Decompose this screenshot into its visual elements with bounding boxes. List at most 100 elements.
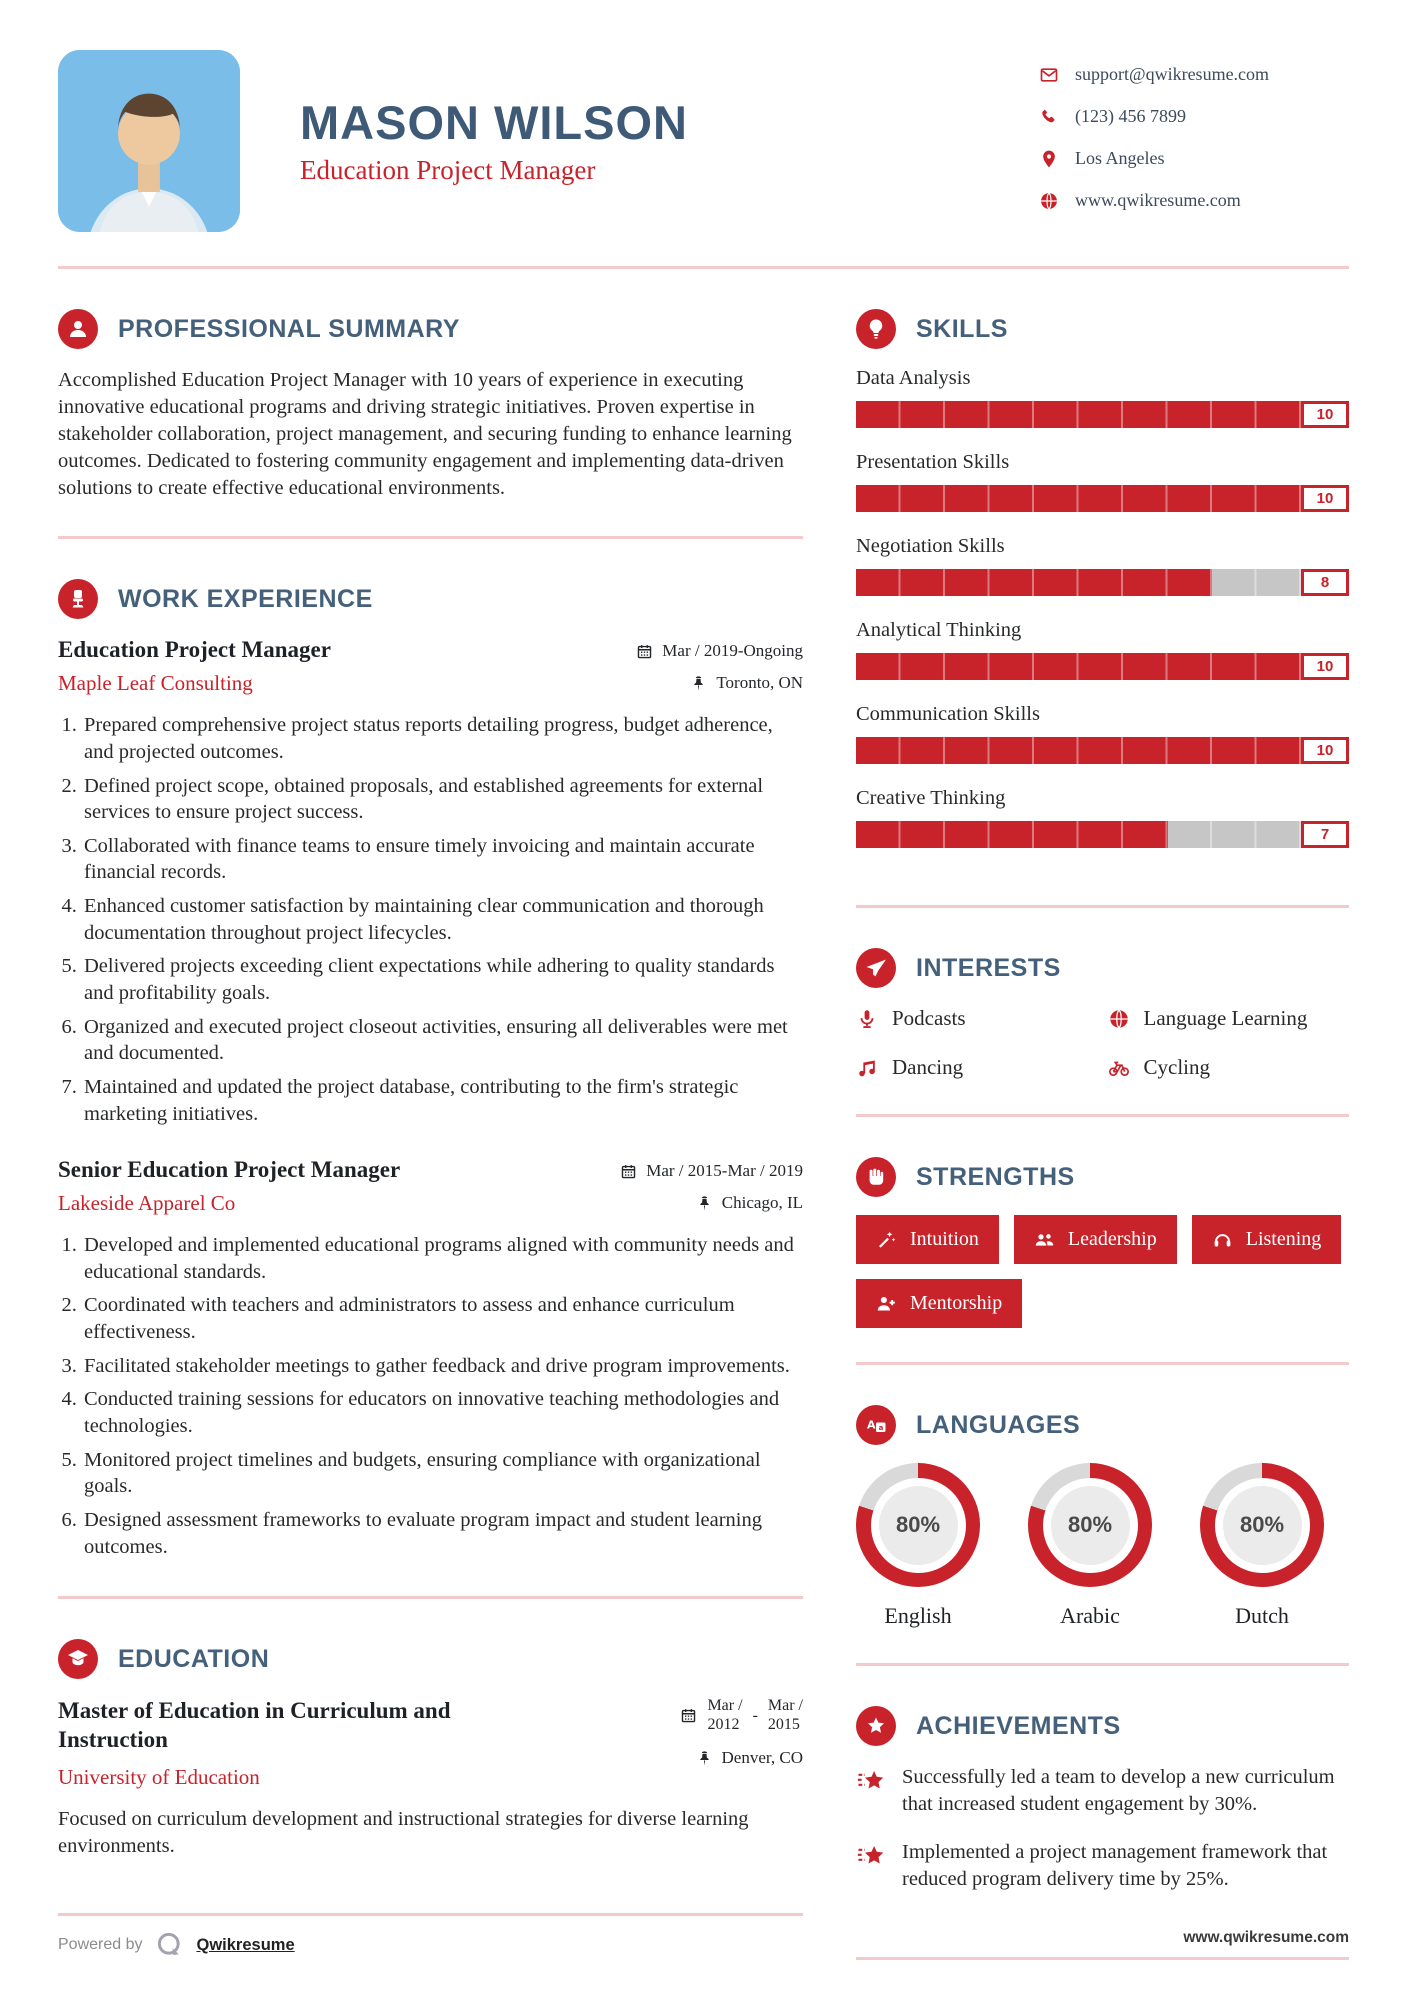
section-title: PROFESSIONAL SUMMARY [118,314,460,343]
job-title: Senior Education Project Manager [58,1157,401,1183]
strength-chip: Mentorship [856,1279,1023,1328]
svg-text:a: a [879,1424,884,1432]
language-progress-ring: 80% [1200,1463,1324,1587]
summary-text: Accomplished Education Project Manager w… [58,369,792,500]
education-location: Denver, CO [568,1748,803,1768]
calendar-icon [620,1163,637,1180]
contact-list: support@qwikresume.com (123) 456 7899 Los … [1039,50,1349,232]
strength-label: Leadership [1067,1228,1157,1250]
qwikresume-link[interactable]: Qwikresume [196,1935,295,1954]
profile-photo [58,50,240,232]
skill-item: Negotiation Skills 8 [856,535,1349,596]
content-columns: PROFESSIONAL SUMMARY Accomplished Educat… [58,269,1349,1960]
date-separator: - [752,1706,758,1724]
education-meta: Mar / 2012 - Mar / 2015 [568,1697,803,1790]
job-dates-text: Mar / 2015-Mar / 2019 [646,1161,803,1181]
section-skills: SKILLS Data Analysis 10 Presentation Skill… [856,269,1349,871]
job-dates: Mar / 2019-Ongoing [568,641,803,661]
skills-list: Data Analysis 10 Presentation Skills 10 Nego… [856,367,1349,848]
job-bullet: Developed and implemented educational pr… [82,1232,803,1285]
job-bullet: Delivered projects exceeding client expe… [82,953,803,1006]
person-icon [58,309,98,349]
interests-section-header: INTERESTS [856,948,1349,988]
education-location-text: Denver, CO [721,1748,803,1768]
contact-text: www.qwikresume.com [1075,190,1241,210]
section-title: EDUCATION [118,1644,270,1673]
job-bullet: Prepared comprehensive project status re… [82,712,803,765]
strengths-section-header: STRENGTHS [856,1157,1349,1197]
left-column: PROFESSIONAL SUMMARY Accomplished Educat… [58,269,803,1960]
shooting-star-icon [856,1766,886,1796]
contact-text: support@qwikresume.com [1075,64,1270,84]
job-bullet: Designed assessment frameworks to evalua… [82,1507,803,1560]
achievement-item: Implemented a project management framewo… [856,1839,1349,1892]
job-bullet: Organized and executed project closeout … [82,1014,803,1067]
skill-bar-fill [856,569,1212,596]
lightbulb-icon [856,309,896,349]
school-name: University of Education [58,1764,260,1789]
skill-bar: 10 [856,401,1349,428]
email-icon [1039,65,1059,85]
job-bullet: Coordinated with teachers and administra… [82,1292,803,1345]
skill-item: Presentation Skills 10 [856,451,1349,512]
strength-label: Intuition [910,1228,979,1250]
contact-row[interactable]: Los Angeles [1039,148,1349,169]
shooting-star-icon [856,1841,886,1871]
header: MASON WILSON Education Project Manager s… [58,50,1349,232]
globe-icon [1108,1008,1130,1030]
language-progress-ring: 80% [856,1463,980,1587]
job-header: Education Project Manager Maple Leaf Con… [58,637,803,696]
job-meta: Mar / 2019-Ongoing Toronto, ON [568,637,803,696]
interest-item: Dancing [856,1055,1098,1080]
strength-label: Listening [1245,1228,1322,1250]
skill-bar-fill [856,401,1301,428]
job-bullet: Enhanced customer satisfaction by mainta… [82,893,803,946]
section-education: EDUCATION Master of Education in Curricu… [58,1599,803,1860]
interest-item: Language Learning [1108,1006,1350,1031]
work-section-header: WORK EXPERIENCE [58,579,803,620]
skill-bar: 8 [856,569,1349,596]
section-divider [58,536,803,540]
strength-chip: Listening [1191,1215,1342,1264]
skill-bar-fill [856,653,1301,680]
languages-list: 80% English 80% Arabic 80% Dutch [856,1463,1349,1629]
section-title: STRENGTHS [916,1162,1075,1191]
skill-item: Creative Thinking 7 [856,787,1349,848]
interest-label: Language Learning [1143,1006,1308,1030]
skill-bar-fill [856,737,1301,764]
contact-text: Los Angeles [1075,148,1165,168]
section-title: WORK EXPERIENCE [118,584,373,613]
job-meta: Mar / 2015-Mar / 2019 Chicago, IL [568,1157,803,1216]
contact-row[interactable]: (123) 456 7899 [1039,106,1349,127]
section-divider [856,1362,1349,1365]
qwikresume-logo-icon [155,1930,185,1960]
svg-text:A: A [867,1419,876,1432]
language-name: English [884,1603,952,1628]
headphones-icon [1212,1229,1233,1250]
language-percent: 80% [1050,1485,1130,1565]
achievement-text: Implemented a project management framewo… [902,1841,1328,1890]
language-name: Dutch [1235,1603,1289,1628]
language-item: 80% Arabic [1028,1463,1152,1629]
office-chair-icon [58,579,98,620]
job-dates-text: Mar / 2019-Ongoing [662,641,803,661]
date-start: Mar / 2012 [707,1697,743,1733]
website-link[interactable]: www.qwikresume.com [1183,1929,1349,1946]
calendar-icon [680,1707,697,1724]
job-location: Chicago, IL [568,1193,803,1213]
education-dates: Mar / 2012 - Mar / 2015 [568,1697,803,1734]
section-title: SKILLS [916,314,1008,343]
job-entry: Senior Education Project Manager Lakesid… [58,1157,803,1560]
skill-score-badge: 8 [1301,569,1349,596]
section-divider [856,1663,1349,1666]
job-bullet: Facilitated stakeholder meetings to gath… [82,1353,803,1380]
skill-name: Analytical Thinking [856,619,1022,641]
contact-row[interactable]: www.qwikresume.com [1039,190,1349,211]
interest-label: Dancing [892,1055,964,1079]
section-achievements: ACHIEVEMENTS Successfully led a team to … [856,1666,1349,1915]
star-icon [856,1706,896,1746]
contact-row[interactable]: support@qwikresume.com [1039,64,1349,85]
section-interests: INTERESTS Podcasts Language Learning Danci… [856,908,1349,1080]
